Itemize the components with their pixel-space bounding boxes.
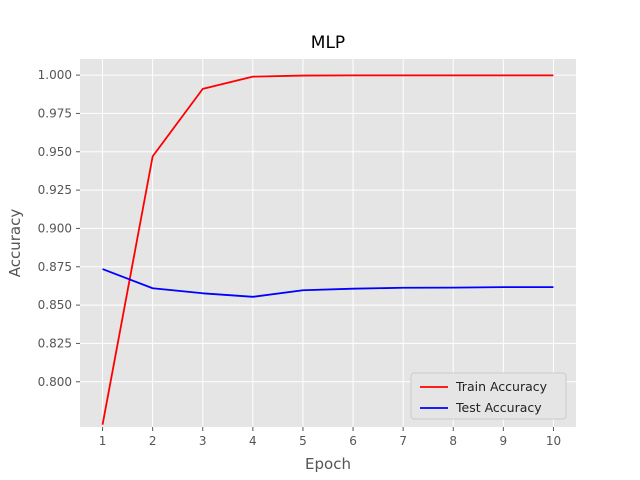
y-axis-ticks: 0.800 0.825 0.850 0.875 0.900 0.925 0.950 0.975… — [38, 68, 80, 389]
x-axis-ticks: 1 2 3 4 5 6 7 8 9 10 — [99, 427, 561, 448]
x-tick-label: 3 — [199, 434, 207, 448]
y-axis-label: Accuracy — [6, 209, 24, 278]
legend: Train Accuracy Test Accuracy — [410, 372, 567, 420]
grid-lines — [80, 59, 576, 427]
y-tick-label: 0.850 — [38, 298, 72, 312]
y-tick-label: 0.975 — [38, 106, 72, 120]
chart-title: MLP — [311, 33, 345, 53]
x-tick-label: 2 — [149, 434, 157, 448]
x-tick-label: 5 — [299, 434, 307, 448]
x-axis-label: Epoch — [305, 455, 351, 473]
y-tick-label: 0.900 — [38, 221, 72, 235]
y-tick-label: 1.000 — [38, 68, 72, 82]
y-tick-label: 0.825 — [38, 336, 72, 350]
x-tick-label: 8 — [449, 434, 457, 448]
plot-area — [80, 59, 576, 427]
x-tick-label: 1 — [99, 434, 107, 448]
series-line-1 — [101, 74, 554, 425]
legend-box — [410, 372, 567, 420]
series-lines — [101, 74, 554, 425]
y-tick-label: 0.800 — [38, 375, 72, 389]
x-tick-label: 10 — [546, 434, 561, 448]
x-tick-label: 7 — [399, 434, 407, 448]
y-tick-label: 0.875 — [38, 260, 72, 274]
y-tick-label: 0.950 — [38, 145, 72, 159]
legend-label: Train Accuracy — [455, 379, 548, 394]
x-tick-label: 9 — [500, 434, 508, 448]
x-tick-label: 4 — [249, 434, 257, 448]
legend-label: Test Accuracy — [455, 400, 542, 415]
x-tick-label: 6 — [349, 434, 357, 448]
y-tick-label: 0.925 — [38, 183, 72, 197]
series-line-2 — [102, 268, 554, 298]
